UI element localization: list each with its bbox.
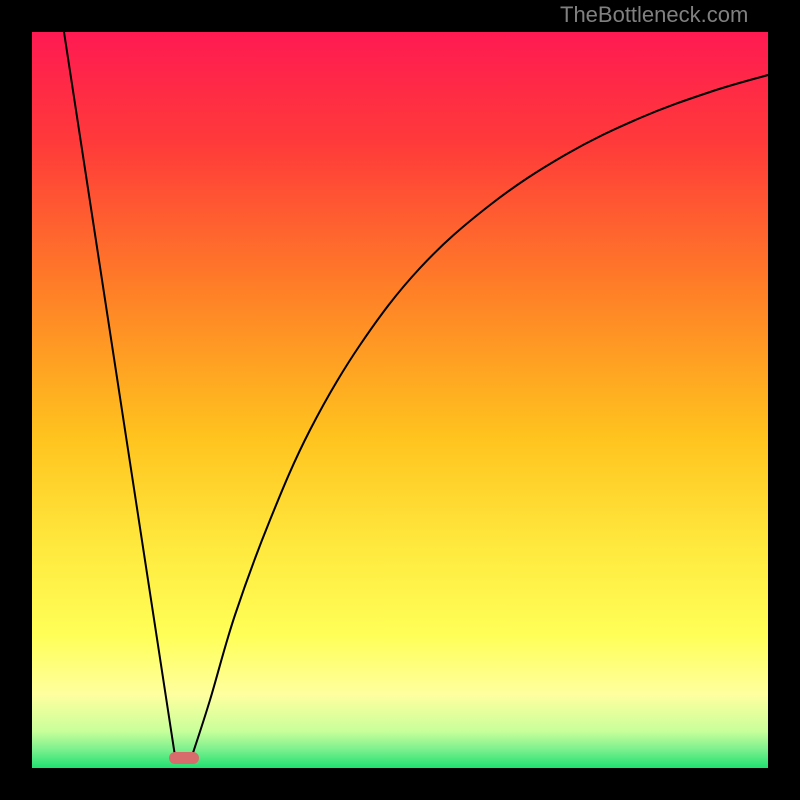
chart-svg [0,0,800,800]
chart-container: TheBottleneck.com [0,0,800,800]
plot-background [32,32,768,768]
minimum-marker [169,752,199,764]
watermark-text: TheBottleneck.com [560,2,748,28]
